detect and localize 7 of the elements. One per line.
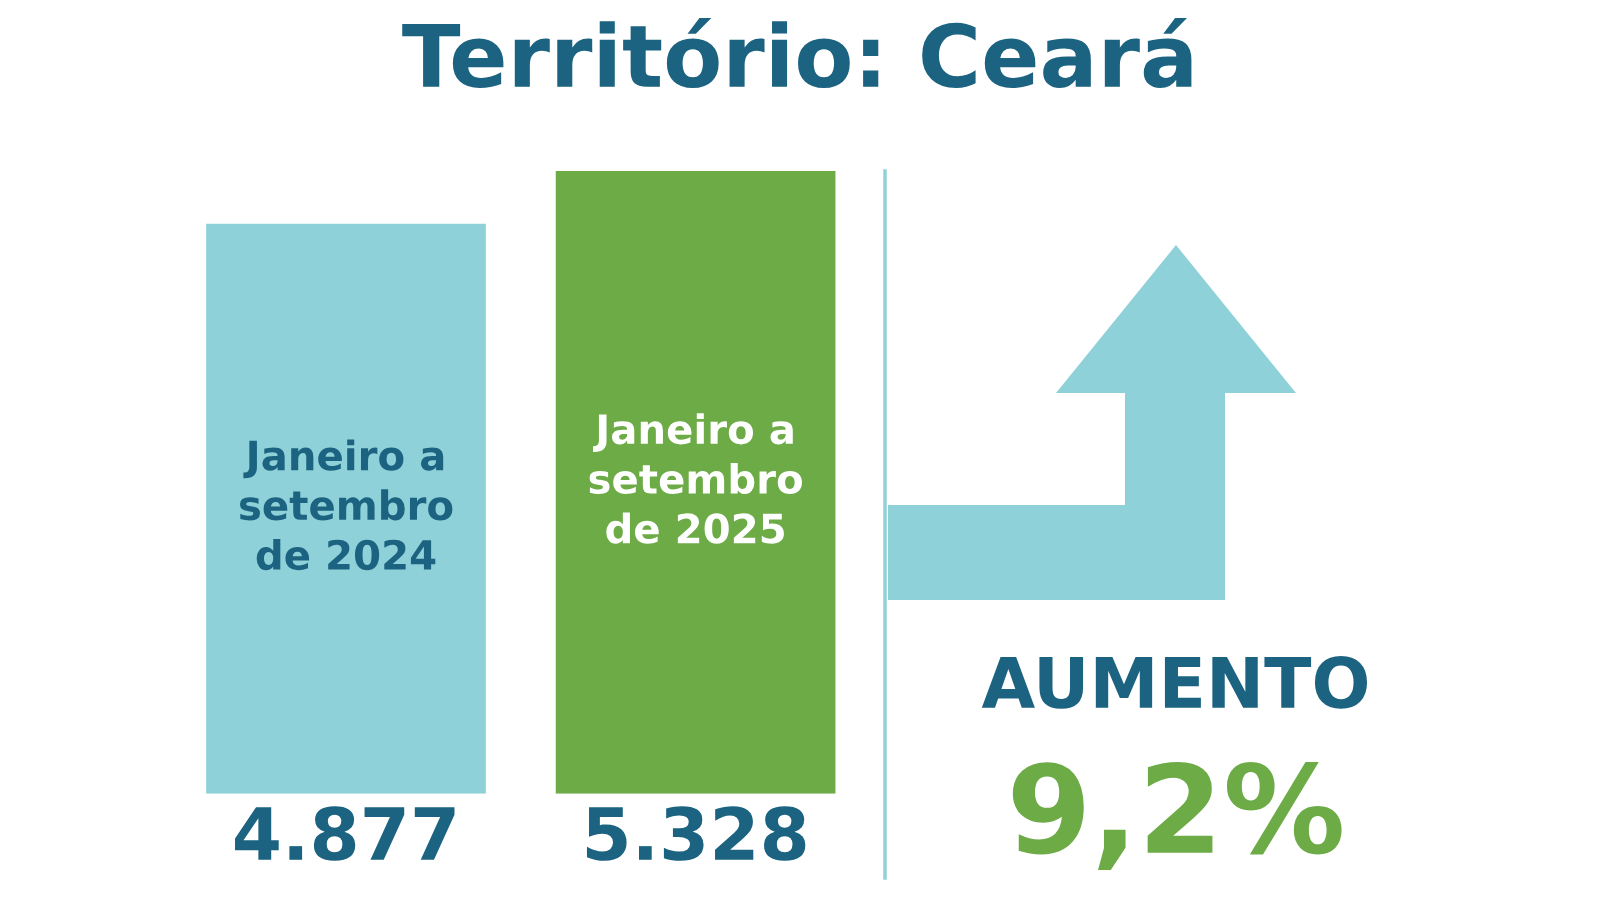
x-tick-label: Janeiro a setembro de 2025 (589, 413, 802, 544)
text: 9,2% (1012, 762, 1342, 871)
data-label: 4.877 (235, 806, 455, 861)
data-label: 5.328 (586, 806, 806, 861)
chart-title: Território: Ceará (402, 17, 1192, 88)
x-tick-label: Janeiro a setembro de 2024 (239, 439, 453, 571)
text: AUMENTO (981, 656, 1368, 709)
